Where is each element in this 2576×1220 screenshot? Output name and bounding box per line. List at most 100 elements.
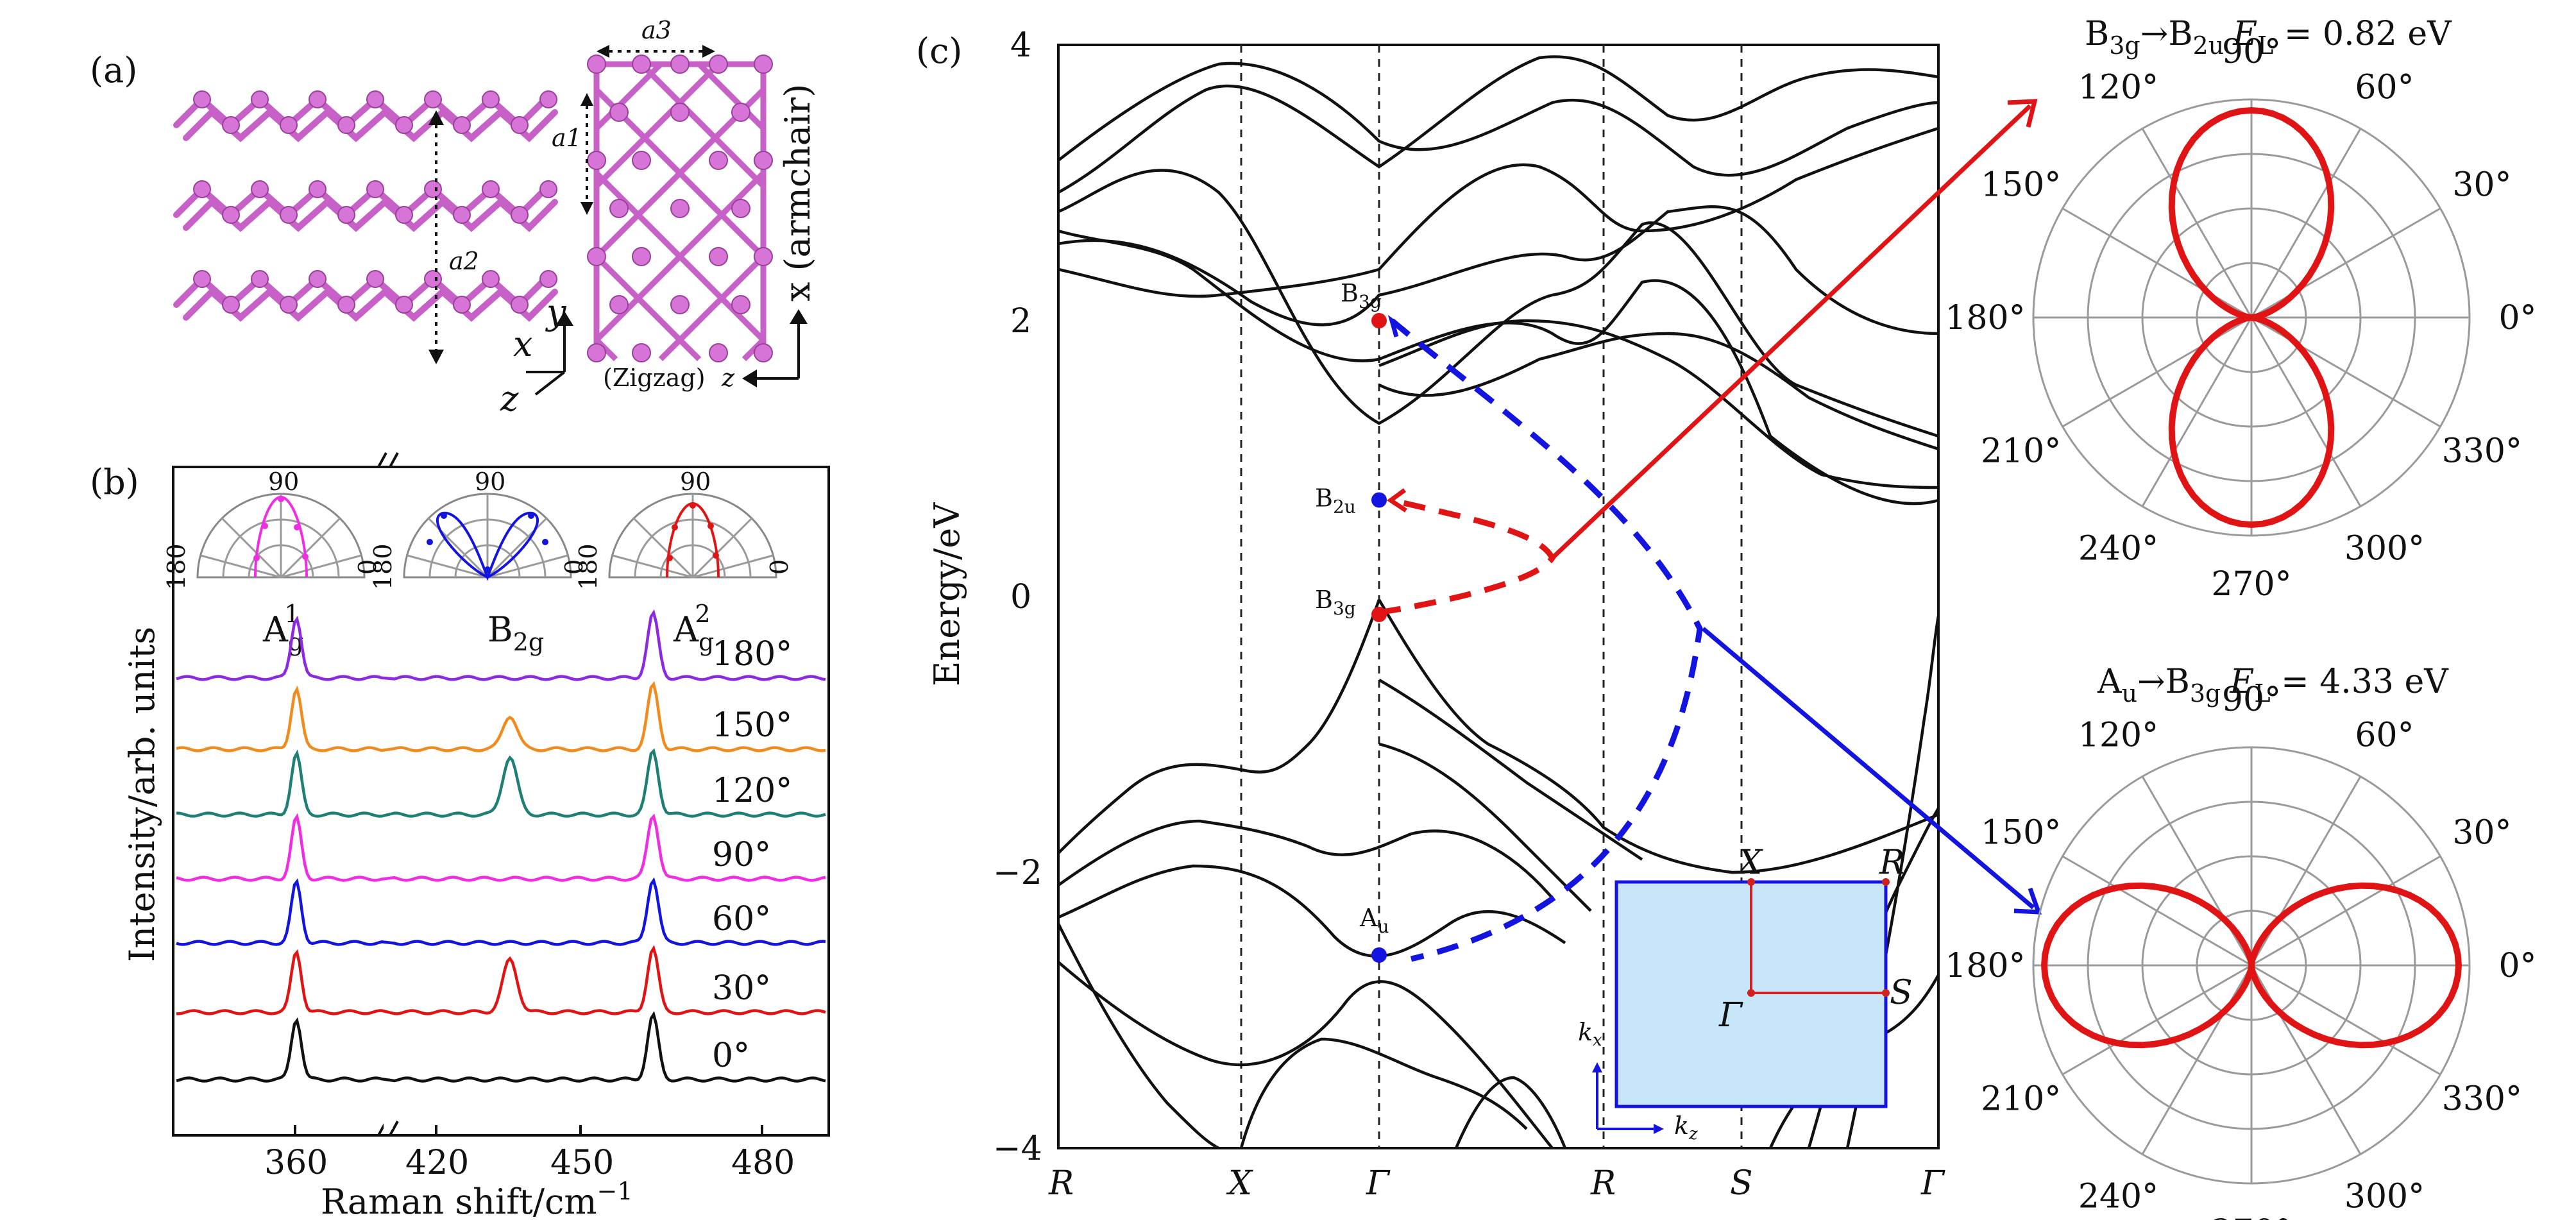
polar-angle-label: 240°	[2078, 529, 2158, 568]
peak-label-b2g: B2g	[487, 609, 544, 656]
axis-z-left: z	[500, 378, 519, 419]
polar-angle-label: 210°	[1981, 432, 2061, 471]
ytick-m2: −2	[993, 854, 1042, 892]
angle-label: 150°	[712, 706, 792, 745]
ytick-2: 2	[1010, 302, 1031, 341]
axis-y-left: y	[545, 292, 567, 332]
polar-spoke	[2250, 775, 2362, 966]
polar-angle-label: 150°	[1981, 814, 2061, 852]
axis-x-left: x	[513, 324, 532, 364]
angle-label: 30°	[712, 969, 771, 1008]
bz-label-X: X	[1736, 843, 1763, 882]
state-marker	[1371, 606, 1387, 622]
panel-c-label: (c)	[916, 31, 962, 71]
polar-angle-label: 90°	[2222, 33, 2281, 71]
arrow-to-bottom-polar	[1701, 627, 2035, 910]
polar-spoke	[2141, 317, 2253, 507]
angle-label: 120°	[712, 772, 792, 810]
mini-polar-tick-90: 90	[268, 468, 299, 496]
polar-top-plot: 90° 60° 30° 0° 330° 300° 270° 240° 210° 180° 150° 1…	[1945, 33, 2536, 604]
kpoint-Gamma2: Γ	[1920, 1164, 1945, 1203]
ytick-0: 0	[1010, 578, 1031, 616]
xtick-360: 360	[264, 1144, 328, 1182]
red-transition	[1378, 497, 1556, 616]
xlabel-raman: Raman shift/cm−1	[321, 1177, 633, 1220]
state-label: B3g	[1341, 279, 1382, 312]
bz-label-S: S	[1890, 974, 1913, 1012]
kpoint-R2: R	[1590, 1164, 1616, 1203]
mini-polar: 90 180 0	[369, 468, 588, 590]
band-structure-frame	[1057, 44, 1940, 1149]
polar-bottom-plot: 90° 60° 30° 0° 330° 300° 270° 240° 210° 180° 150° 1…	[1945, 681, 2536, 1220]
mini-polar-tick-180: 180	[574, 543, 602, 590]
kpoint-Gamma: Γ	[1366, 1164, 1391, 1203]
mini-polar-tick-180: 180	[162, 543, 191, 590]
polar-top: B3g→B2u EL = 0.82 eV 90° 60° 30° 0° 330° 300° 2…	[1945, 15, 2536, 604]
spectrum-trace	[176, 945, 826, 1015]
mini-polar: 90 180 0	[574, 468, 793, 590]
kpoint-S: S	[1730, 1164, 1753, 1203]
state-label: B2u	[1315, 484, 1356, 518]
spectrum-trace	[176, 1011, 826, 1083]
zigzag-label: (Zigzag)	[603, 364, 706, 392]
polar-angle-label: 90°	[2222, 681, 2281, 719]
polar-angle-label: 0°	[2498, 947, 2536, 985]
top-view-atoms	[587, 55, 773, 362]
polar-lobe	[2040, 882, 2462, 1049]
polar-angle-label: 180°	[1945, 299, 2025, 337]
polar-spoke	[2062, 316, 2252, 428]
polar-angle-label: 210°	[1981, 1080, 2061, 1119]
polar-bottom-title: Au→B3g EL = 4.33 eV	[2097, 663, 2449, 707]
spectrum-trace	[176, 609, 826, 681]
polar-spoke	[2251, 964, 2441, 1076]
polar-angle-label: 300°	[2344, 529, 2425, 568]
polar-angle-label: 240°	[2078, 1177, 2158, 1216]
axes-left: x y z	[500, 292, 573, 419]
polar-angle-label: 60°	[2355, 69, 2414, 107]
kpoint-R: R	[1048, 1164, 1074, 1203]
raman-spectra	[176, 609, 826, 1083]
phosphorene-layer	[173, 90, 558, 142]
polar-spoke	[2062, 964, 2252, 1076]
angle-label: 90°	[712, 836, 771, 874]
kpoint-X: X	[1226, 1164, 1253, 1203]
panel-b-label: (b)	[90, 462, 139, 502]
bz-kz: kz	[1674, 1112, 1698, 1144]
angle-label: 0°	[712, 1037, 750, 1075]
peak-label-ag1: Ag1	[262, 600, 303, 656]
state-marker	[1371, 492, 1387, 508]
armchair-label: x (armchair)	[777, 84, 818, 301]
mini-polar-tick-180: 180	[369, 543, 397, 590]
polar-spoke	[2062, 855, 2252, 967]
angle-labels: 180° 150° 120° 90° 60° 30° 0°	[712, 635, 792, 1075]
polar-angle-label: 120°	[2078, 716, 2158, 755]
axis-z-right: z	[721, 364, 735, 392]
polar-angle-label: 0°	[2498, 299, 2536, 337]
spectrum-trace	[176, 877, 826, 946]
polar-spoke	[2141, 128, 2253, 318]
state-label: B3g	[1315, 586, 1356, 619]
xtick-420: 420	[405, 1144, 469, 1182]
polar-angle-label: 60°	[2355, 716, 2414, 755]
a2-label: a2	[449, 247, 479, 275]
blue-transition	[1390, 318, 1703, 962]
ytick-4: 4	[1010, 26, 1031, 65]
bz-label-Gamma: Γ	[1718, 996, 1743, 1035]
peak-label-ag2: Ag2	[673, 600, 714, 656]
polar-angle-label: 300°	[2344, 1177, 2425, 1216]
state-markers: B3g B2u B3g Au	[1315, 279, 1389, 963]
polar-spoke	[2251, 207, 2441, 319]
brillouin-zone-inset: X R Γ S kx kz	[1578, 843, 1913, 1144]
polar-top-title: B3g→B2u EL = 0.82 eV	[2085, 15, 2452, 60]
axes-right: x (armchair) (Zigzag) z	[603, 84, 818, 392]
panel-c: (c) 4 2 0 −2 −4 Energy/eV R X Γ R S Γ	[916, 26, 2042, 1203]
polar-spoke	[2250, 128, 2362, 318]
top-view-lattice	[587, 55, 773, 362]
xtick-480: 480	[731, 1144, 795, 1182]
panel-b-frame	[172, 466, 830, 1137]
band-curves	[1058, 55, 1938, 1148]
polar-angle-label: 120°	[2078, 69, 2158, 107]
a3-label: a3	[641, 16, 672, 44]
